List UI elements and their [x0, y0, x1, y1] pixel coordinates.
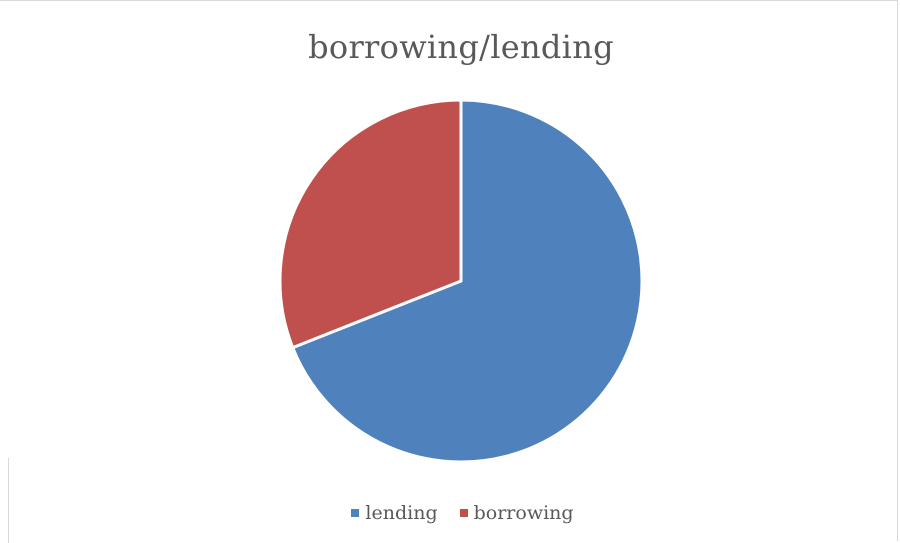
legend-label-lending: lending — [365, 502, 438, 524]
chart-legend: lending borrowing — [0, 502, 900, 524]
legend-swatch-lending — [351, 509, 360, 517]
legend-item-lending: lending — [351, 502, 438, 524]
legend-item-borrowing: borrowing — [459, 502, 574, 524]
legend-swatch-borrowing — [459, 509, 468, 517]
chart-title: borrowing/lending — [308, 28, 614, 66]
pie-slice-borrowing — [278, 98, 463, 350]
legend-label-borrowing: borrowing — [473, 502, 574, 524]
frame-edge — [8, 458, 9, 543]
pie-slice-lending — [291, 98, 644, 464]
